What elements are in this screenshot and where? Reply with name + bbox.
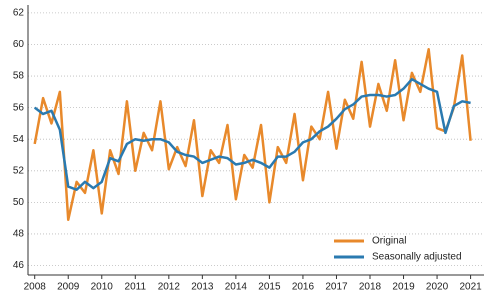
x-tick-label: 2010 <box>91 282 114 293</box>
x-tick-label: 2014 <box>225 282 248 293</box>
x-tick-label: 2008 <box>24 282 47 293</box>
y-tick-label: 48 <box>13 229 25 240</box>
legend-label: Original <box>372 236 406 247</box>
y-tick-label: 46 <box>13 260 25 271</box>
y-tick-label: 62 <box>13 8 25 19</box>
x-tick-label: 2021 <box>459 282 482 293</box>
x-tick-label: 2012 <box>158 282 181 293</box>
series-line <box>33 47 472 221</box>
x-tick-label: 2015 <box>258 282 281 293</box>
y-tick-label: 58 <box>13 71 25 82</box>
x-tick-label: 2011 <box>125 282 147 293</box>
y-tick-label: 52 <box>13 165 25 176</box>
y-tick-label: 54 <box>13 134 25 145</box>
series-line <box>33 77 471 191</box>
x-tick-label: 2013 <box>191 282 214 293</box>
x-tick-label: 2019 <box>392 282 415 293</box>
x-tick-label: 2017 <box>325 282 348 293</box>
x-tick-label: 2018 <box>359 282 382 293</box>
x-tick-label: 2016 <box>292 282 315 293</box>
x-tick-label: 2009 <box>57 282 80 293</box>
y-tick-label: 50 <box>13 197 25 208</box>
x-tick-label: 2020 <box>426 282 449 293</box>
y-tick-label: 56 <box>13 102 25 113</box>
y-tick-label: 60 <box>13 39 25 50</box>
legend-label: Seasonally adjusted <box>372 252 462 263</box>
